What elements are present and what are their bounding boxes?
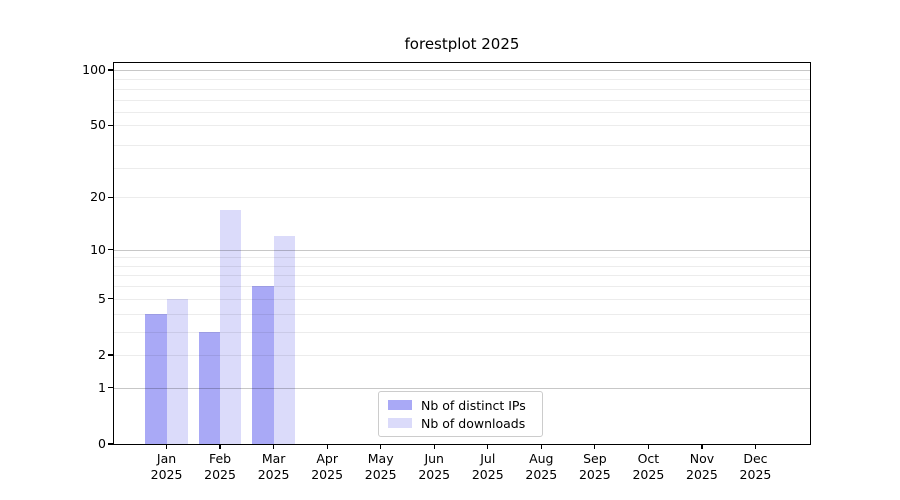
x-label-month: Dec (743, 451, 768, 466)
x-tick-label: Jan 2025 (139, 451, 195, 482)
gridline-minor (114, 275, 810, 277)
y-tick (108, 196, 113, 198)
bar-distinct-ips-0 (145, 313, 167, 444)
x-tick (433, 444, 435, 449)
x-label-year: 2025 (418, 466, 451, 482)
x-label-year: 2025 (739, 466, 772, 482)
x-tick-label: Oct 2025 (620, 451, 676, 482)
y-tick (108, 387, 113, 389)
x-label-year: 2025 (364, 466, 397, 482)
x-label-year: 2025 (150, 466, 183, 482)
x-label-year: 2025 (257, 466, 290, 482)
x-label-year: 2025 (311, 466, 344, 482)
gridline-minor (114, 197, 810, 199)
y-tick-label: 50 (90, 117, 106, 133)
gridline-minor (114, 88, 810, 90)
legend: Nb of distinct IPs Nb of downloads (378, 391, 543, 437)
y-tick-label: 0 (98, 436, 106, 451)
x-label-month: Apr (316, 451, 338, 466)
bar-downloads-2 (273, 236, 295, 444)
x-tick (326, 444, 328, 449)
gridline-minor (114, 265, 810, 267)
bar-distinct-ips-1 (198, 331, 221, 444)
x-tick (540, 444, 542, 449)
x-tick (219, 444, 221, 449)
gridline-minor (114, 298, 810, 300)
gridline-minor (114, 354, 810, 356)
legend-item-downloads: Nb of downloads (388, 416, 542, 431)
x-tick-label: Aug 2025 (513, 451, 569, 482)
bar-downloads-1 (220, 209, 242, 444)
x-tick (273, 444, 275, 449)
legend-swatch-distinct-ips (388, 399, 412, 411)
y-tick (108, 354, 113, 356)
x-tick (487, 444, 489, 449)
chart-title: forestplot 2025 (404, 35, 520, 53)
x-tick-label: May 2025 (353, 451, 409, 482)
y-tick-label: 10 (90, 241, 106, 257)
gridline-major (114, 70, 810, 71)
x-label-month: Jan (156, 451, 177, 466)
x-label-month: Jun (424, 451, 444, 466)
gridline-minor (114, 99, 810, 101)
x-tick-label: Dec 2025 (727, 451, 783, 482)
x-label-month: Jul (480, 451, 496, 466)
plot-area (113, 62, 811, 445)
x-tick-label: Jul 2025 (460, 451, 516, 482)
x-tick-label: Feb 2025 (192, 451, 248, 482)
x-label-year: 2025 (525, 466, 558, 482)
x-label-month: Aug (529, 451, 554, 466)
y-tick-label: 20 (90, 189, 106, 205)
y-tick-label: 100 (82, 62, 106, 77)
x-label-year: 2025 (471, 466, 504, 482)
x-label-month: May (367, 451, 394, 466)
gridline-major (114, 387, 810, 389)
legend-label-downloads: Nb of downloads (421, 415, 526, 431)
gridline-minor (114, 331, 810, 333)
legend-label-distinct-ips: Nb of distinct IPs (421, 397, 526, 413)
x-tick (380, 444, 382, 449)
x-label-year: 2025 (632, 466, 665, 482)
x-tick (647, 444, 649, 449)
legend-item-distinct-ips: Nb of distinct IPs (388, 398, 542, 413)
x-tick (701, 444, 703, 449)
y-tick-label: 5 (98, 290, 106, 306)
x-label-year: 2025 (204, 466, 236, 482)
x-label-month: Mar (261, 451, 286, 466)
gridline-major (114, 249, 810, 251)
x-label-year: 2025 (578, 466, 611, 482)
x-label-month: Sep (583, 451, 607, 466)
bar-downloads-0 (166, 298, 188, 444)
y-tick (108, 298, 113, 300)
gridline-minor (114, 112, 810, 114)
x-tick-label: Sep 2025 (567, 451, 623, 482)
x-label-month: Feb (208, 451, 232, 466)
x-label-year: 2025 (686, 466, 718, 482)
gridline-minor (114, 79, 810, 81)
y-tick-label: 1 (98, 379, 106, 395)
gridline-minor (114, 313, 810, 315)
x-tick (754, 444, 757, 449)
x-tick (594, 444, 596, 449)
y-tick-label: 2 (98, 346, 106, 362)
x-tick-label: Nov 2025 (674, 451, 730, 482)
x-tick-label: Apr 2025 (299, 451, 355, 482)
gridline-minor (114, 145, 810, 147)
x-tick-label: Jun 2025 (406, 451, 462, 482)
x-label-month: Oct (637, 451, 660, 466)
x-label-month: Nov (689, 451, 715, 466)
bar-distinct-ips-2 (252, 286, 274, 444)
x-tick (165, 444, 168, 449)
gridline-minor (114, 257, 810, 259)
gridline-minor (114, 168, 810, 170)
y-tick (108, 69, 113, 71)
y-tick (108, 249, 113, 251)
y-tick (108, 124, 113, 126)
y-tick (108, 443, 113, 445)
x-tick-label: Mar 2025 (246, 451, 302, 482)
gridline-minor (114, 286, 810, 288)
gridline-minor (114, 125, 810, 127)
legend-swatch-downloads (388, 417, 412, 429)
